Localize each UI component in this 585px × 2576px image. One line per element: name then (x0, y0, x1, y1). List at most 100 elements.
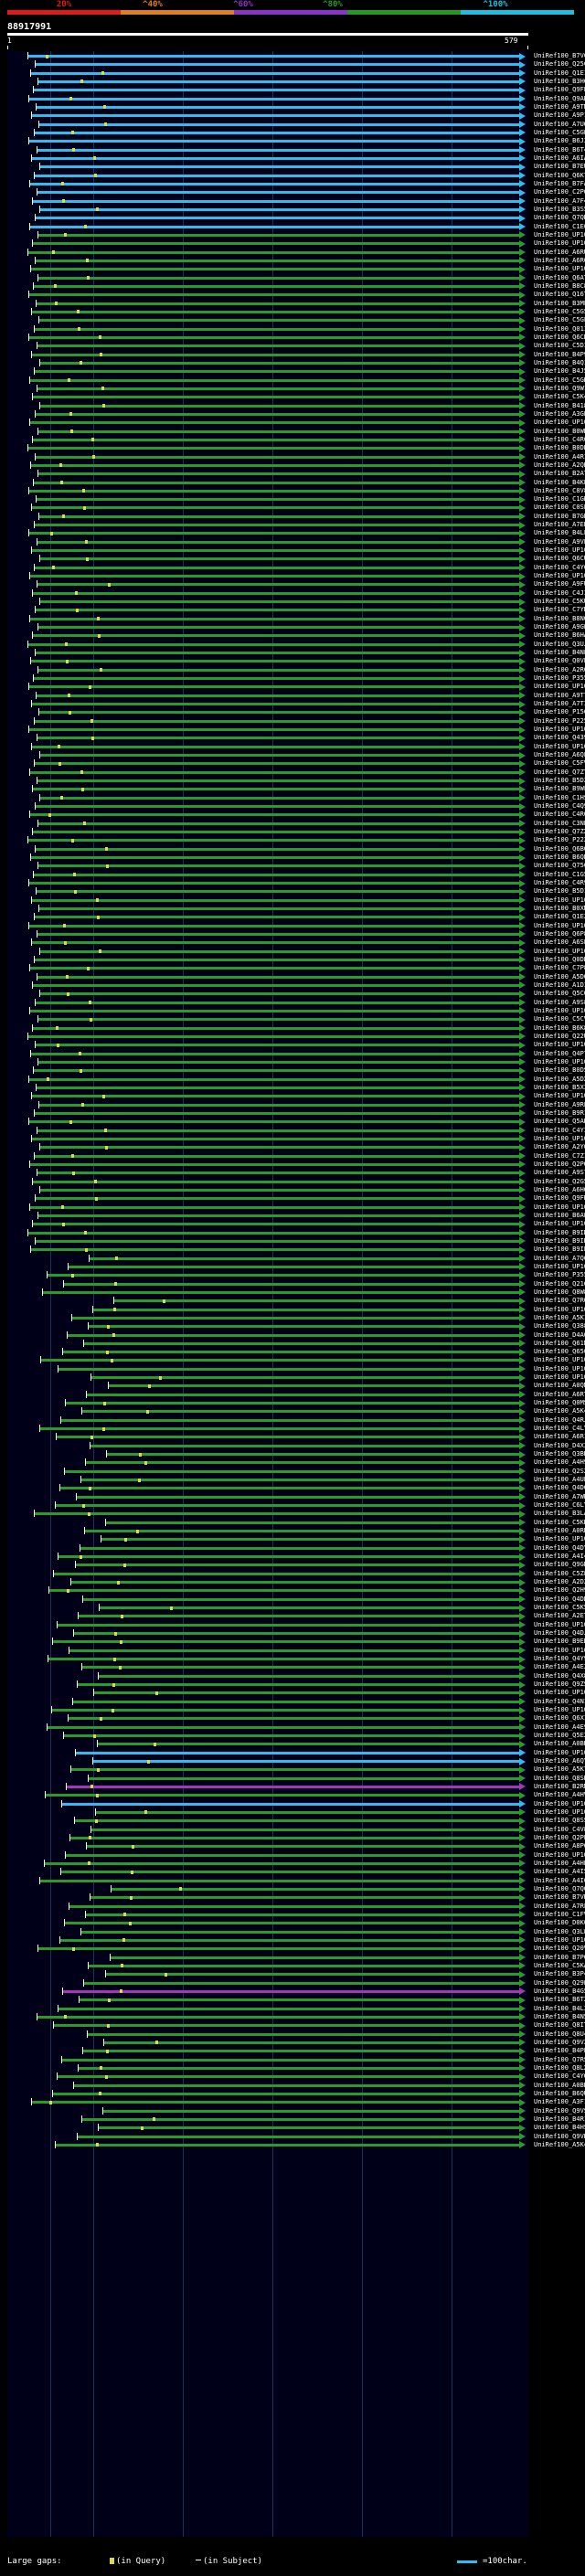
hit-bar[interactable] (37, 2015, 521, 2019)
hit-bar[interactable] (29, 813, 521, 817)
hit-bar[interactable] (35, 259, 521, 262)
hit-bar[interactable] (102, 2109, 521, 2113)
hit-bar[interactable] (77, 2135, 521, 2138)
hit-label[interactable]: UniRef100_C3NEV9 (534, 819, 585, 827)
hit-label[interactable]: UniRef100_Q4RJB6 (534, 1415, 585, 1424)
hit-bar[interactable] (51, 1709, 521, 1712)
hit-bar[interactable] (95, 1810, 521, 1814)
hit-bar[interactable] (70, 1768, 521, 1772)
hit-bar[interactable] (37, 1060, 521, 1064)
hit-label[interactable]: UniRef100_UP1000... (534, 726, 585, 734)
hit-label[interactable]: UniRef100_C5GK02 (534, 376, 585, 384)
hit-label[interactable]: UniRef100_B4P923 (534, 350, 585, 358)
hit-label[interactable]: UniRef100_UP1000... (534, 1041, 585, 1049)
hit-bar[interactable] (65, 1402, 521, 1405)
hit-label[interactable]: UniRef100_B9EDU2 (534, 1638, 585, 1646)
hit-bar[interactable] (29, 421, 521, 425)
hit-bar[interactable] (79, 1998, 521, 2002)
hit-bar[interactable] (63, 1734, 521, 1737)
hit-label[interactable]: UniRef100_A5DXK4 (534, 1075, 585, 1083)
hit-bar[interactable] (36, 498, 521, 502)
hit-bar[interactable] (34, 719, 521, 723)
hit-bar[interactable] (93, 1691, 521, 1695)
hit-label[interactable]: UniRef100_C5K559 (534, 1604, 585, 1612)
hit-bar[interactable] (81, 1410, 521, 1414)
hit-label[interactable]: UniRef100_B6QU20 (534, 2089, 585, 2097)
hit-bar[interactable] (34, 1512, 521, 1516)
hit-label[interactable]: UniRef100_A2DZE8 (534, 1578, 585, 1586)
hit-label[interactable]: UniRef100_B4L3LE (534, 2004, 585, 2012)
hit-label[interactable]: UniRef100_Q4N1E9 (534, 1697, 585, 1705)
hit-label[interactable]: UniRef100_B4N5W7 (534, 2012, 585, 2020)
hit-bar[interactable] (28, 685, 521, 689)
hit-bar[interactable] (37, 1018, 521, 1022)
hit-label[interactable]: UniRef100_UP1000... (534, 1689, 585, 1697)
hit-label[interactable]: UniRef100_UP1000... (534, 896, 585, 904)
hit-label[interactable]: UniRef100_Q9AHA9 (534, 94, 585, 102)
hit-bar[interactable] (52, 1640, 521, 1644)
hit-label[interactable]: UniRef100_B8NGU6 (534, 614, 585, 622)
hit-bar[interactable] (65, 1853, 521, 1857)
hit-label[interactable]: UniRef100_B0DD06 (534, 444, 585, 452)
hit-label[interactable]: UniRef100_A6IA66 (534, 154, 585, 162)
hit-bar[interactable] (88, 1964, 521, 1967)
hit-bar[interactable] (39, 1188, 521, 1192)
hit-bar[interactable] (37, 345, 521, 348)
hit-bar[interactable] (42, 1290, 521, 1294)
hit-bar[interactable] (37, 233, 521, 237)
hit-label[interactable]: UniRef100_P15646 (534, 708, 585, 716)
hit-bar[interactable] (69, 1904, 521, 1908)
hit-bar[interactable] (29, 182, 521, 186)
hit-bar[interactable] (32, 438, 521, 441)
hit-bar[interactable] (90, 1376, 521, 1380)
hit-bar[interactable] (39, 754, 521, 758)
hit-bar[interactable] (60, 1871, 521, 1874)
hit-label[interactable]: UniRef100_Q22U53 (534, 1032, 585, 1040)
hit-bar[interactable] (38, 711, 521, 715)
hit-label[interactable]: UniRef100_A4R147 (534, 452, 585, 461)
hit-label[interactable]: UniRef100_A4I464 (534, 1553, 585, 1561)
hit-label[interactable]: UniRef100_Q8SR42 (534, 1774, 585, 1782)
hit-label[interactable]: UniRef100_P22509 (534, 716, 585, 725)
hit-bar[interactable] (35, 1197, 521, 1201)
hit-label[interactable]: UniRef100_UP1000... (534, 546, 585, 555)
hit-bar[interactable] (29, 770, 521, 774)
hit-label[interactable]: UniRef100_Q9ZSE3 (534, 1680, 585, 1689)
hit-bar[interactable] (30, 1052, 521, 1055)
hit-bar[interactable] (39, 992, 521, 996)
hit-bar[interactable] (90, 1444, 521, 1447)
hit-bar[interactable] (30, 71, 521, 75)
hit-bar[interactable] (30, 268, 521, 271)
hit-bar[interactable] (83, 1981, 521, 1985)
hit-bar[interactable] (48, 1658, 521, 1661)
hit-bar[interactable] (38, 514, 521, 518)
hit-bar[interactable] (27, 1231, 521, 1235)
hit-label[interactable]: UniRef100_C4Q995 (534, 802, 585, 811)
hit-label[interactable]: UniRef100_Q61M27 (534, 1339, 585, 1347)
hit-bar[interactable] (28, 293, 521, 297)
hit-bar[interactable] (68, 1717, 521, 1721)
hit-label[interactable]: UniRef100_UP1000... (534, 921, 585, 929)
hit-label[interactable]: UniRef100_B0XMQ2 (534, 905, 585, 912)
hit-label[interactable]: UniRef100_A9VE22 (534, 537, 585, 546)
hit-label[interactable]: UniRef100_A9RL91 (534, 1100, 585, 1108)
hit-bar[interactable] (53, 2024, 521, 2028)
hit-label[interactable]: UniRef100_B6K8L1 (534, 1023, 585, 1032)
hit-bar[interactable] (59, 1938, 521, 1942)
hit-label[interactable]: UniRef100_UP1000... (534, 1850, 585, 1859)
hit-bar[interactable] (80, 1930, 521, 1934)
hit-bar[interactable] (45, 1794, 521, 1797)
hit-bar[interactable] (89, 1256, 521, 1260)
hit-label[interactable]: UniRef100_C5FV24 (534, 759, 585, 768)
hit-bar[interactable] (37, 737, 521, 740)
hit-bar[interactable] (55, 2143, 521, 2147)
hit-label[interactable]: UniRef100_Q0DD49 (534, 955, 585, 963)
hit-bar[interactable] (32, 634, 521, 638)
hit-bar[interactable] (76, 1495, 521, 1499)
hit-label[interactable]: UniRef100_A9FUS2 (534, 580, 585, 588)
hit-bar[interactable] (87, 2032, 521, 2036)
hit-bar[interactable] (37, 1171, 521, 1175)
hit-bar[interactable] (37, 822, 521, 825)
hit-bar[interactable] (101, 1538, 521, 1542)
hit-bar[interactable] (29, 967, 521, 970)
